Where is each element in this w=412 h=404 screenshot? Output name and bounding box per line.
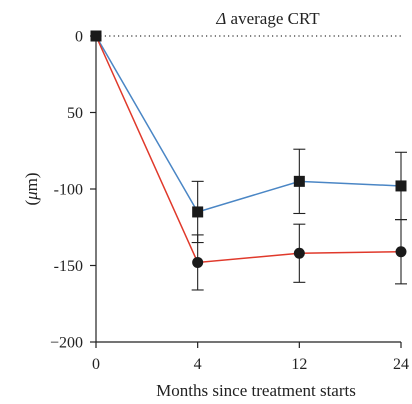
y-axis-title-rest: m) <box>22 172 41 191</box>
x-axis-title: Months since treatment starts <box>156 381 356 400</box>
y-tick-label: -150 <box>54 258 83 275</box>
plot-area: 0 50 -100 -150 −200 0 4 12 24 <box>50 29 409 374</box>
y-tick-label: −200 <box>50 335 83 352</box>
data-point-circle <box>293 247 305 259</box>
data-point-circle <box>90 30 102 42</box>
chart-title: Δ average CRT <box>215 9 320 28</box>
y-tick-label: 0 <box>75 29 83 46</box>
y-axis-title-open: ( <box>22 200 41 206</box>
y-tick-label: -100 <box>54 182 83 199</box>
data-point-square <box>293 175 305 187</box>
series-layer <box>90 30 407 291</box>
x-tick-label: 24 <box>393 356 409 373</box>
y-axis-title: (μm) <box>22 172 41 205</box>
data-point-circle <box>192 256 204 268</box>
x-tick-label: 12 <box>291 356 307 373</box>
y-axis-title-mu: μ <box>22 191 41 201</box>
chart-title-delta: Δ <box>215 9 226 28</box>
data-point-circle <box>395 246 407 258</box>
y-tick-label: 50 <box>67 105 83 122</box>
x-tick-label: 4 <box>194 356 202 373</box>
series-line <box>95 35 402 264</box>
x-tick-label: 0 <box>92 356 100 373</box>
chart-title-text: average CRT <box>226 9 320 28</box>
axis-ticks: 0 50 -100 -150 −200 0 4 12 24 <box>50 29 409 374</box>
data-point-square <box>395 180 407 192</box>
series-line <box>95 35 402 213</box>
data-point-square <box>192 206 204 218</box>
